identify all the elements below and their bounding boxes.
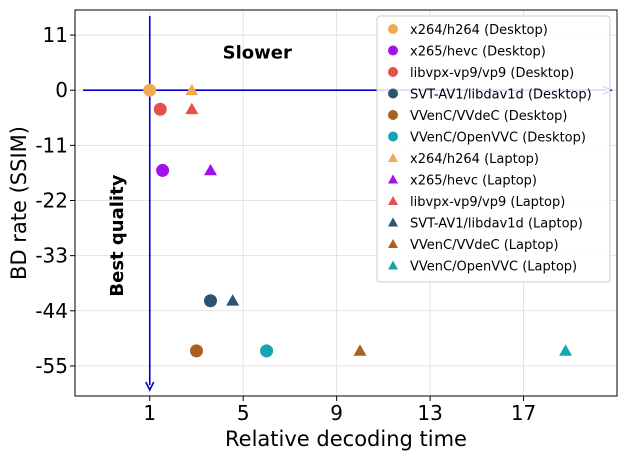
legend-marker-8	[388, 196, 398, 205]
legend-marker-3	[388, 88, 398, 99]
data-points	[143, 83, 573, 358]
legend-box	[376, 15, 611, 283]
legend-marker-6	[388, 153, 398, 162]
legend-label-11: VVenC/OpenVVC (Laptop)	[410, 260, 577, 275]
data-point-2	[153, 102, 167, 116]
y-tick-label: -55	[35, 354, 68, 378]
legend-label-8: libvpx-vp9/vp9 (Laptop)	[410, 195, 565, 210]
data-point-4	[189, 344, 203, 358]
legend-label-10: VVenC/VVdeC (Laptop)	[410, 238, 559, 253]
legend-label-2: libvpx-vp9/vp9 (Desktop)	[410, 66, 574, 81]
legend-label-0: x264/h264 (Desktop)	[410, 23, 548, 38]
y-tick-label: -11	[35, 133, 68, 157]
y-tick-label: 0	[55, 78, 68, 102]
y-axis-ticks: 11 0 -11 -22 -33 -44 -55	[35, 23, 75, 378]
data-point-11	[559, 344, 573, 356]
y-axis-title: BD rate (SSIM)	[7, 126, 31, 280]
y-tick-label: 11	[43, 23, 68, 47]
y-tick-label: -22	[35, 188, 68, 212]
legend-marker-5	[388, 131, 398, 142]
y-tick-label: -33	[35, 244, 68, 268]
vertical-arrow-head	[145, 381, 155, 392]
x-tick-label: 1	[143, 401, 156, 425]
legend-marker-11	[388, 260, 398, 270]
x-axis-title: Relative decoding time	[225, 427, 467, 451]
annotation-best-quality: Best quality	[107, 174, 128, 296]
legend-label-6: x264/h264 (Laptop)	[410, 152, 539, 167]
legend-marker-1	[388, 45, 398, 56]
data-point-10	[353, 344, 367, 356]
legend-label-7: x265/hevc (Laptop)	[410, 174, 537, 189]
x-tick-label: 9	[330, 401, 343, 425]
x-axis-ticks: 1 5 9 13 17	[143, 396, 536, 425]
annotation-slower: Slower	[223, 43, 292, 64]
legend-label-1: x265/hevc (Desktop)	[410, 45, 546, 60]
data-point-0	[143, 83, 157, 97]
data-point-6	[185, 83, 199, 96]
x-tick-label: 17	[511, 401, 536, 425]
legend-marker-4	[388, 110, 398, 120]
legend-label-9: SVT-AV1/libdav1d (Laptop)	[410, 217, 583, 232]
legend-marker-2	[388, 67, 398, 77]
x-tick-label: 13	[417, 401, 442, 425]
data-point-9	[226, 294, 240, 306]
data-point-8	[185, 102, 199, 115]
data-point-1	[156, 163, 170, 177]
legend-label-3: SVT-AV1/libdav1d (Desktop)	[410, 88, 592, 103]
legend-marker-10	[388, 239, 398, 248]
data-point-7	[204, 163, 217, 176]
legend-label-4: VVenC/VVdeC (Desktop)	[410, 109, 567, 124]
legend-marker-9	[388, 217, 398, 227]
x-tick-label: 5	[237, 401, 250, 425]
legend: x264/h264 (Desktop) x265/hevc (Desktop) li…	[376, 15, 611, 283]
legend-label-5: VVenC/OpenVVC (Desktop)	[410, 131, 586, 146]
plot-frame	[74, 9, 618, 397]
legend-marker-0	[388, 24, 398, 34]
data-point-5	[260, 344, 274, 358]
y-tick-label: -44	[35, 299, 68, 323]
data-point-3	[204, 294, 217, 308]
legend-marker-7	[388, 174, 398, 184]
